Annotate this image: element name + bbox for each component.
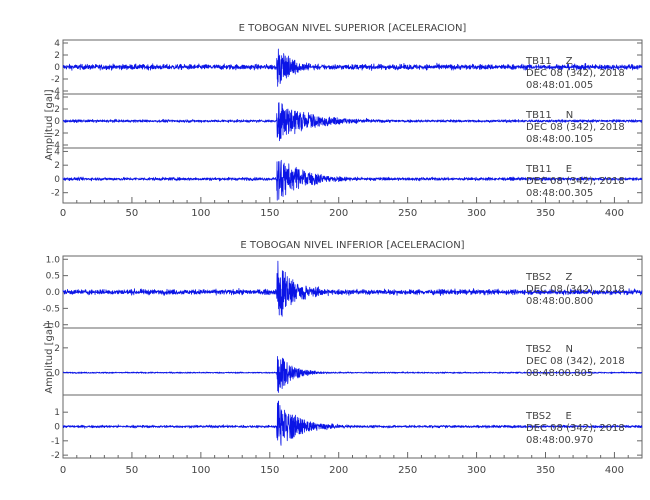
x-tick-label: 100	[191, 465, 210, 476]
x-tick-label: 350	[536, 465, 555, 476]
waveform-trace	[62, 159, 643, 201]
y-tick-label: 4	[54, 147, 60, 157]
y-tick-label: 2	[54, 161, 60, 171]
component-code: N	[566, 110, 573, 121]
station-code: TB11	[525, 110, 552, 121]
station-label: TBS2 N	[525, 344, 573, 355]
y-tick-label: -1	[51, 437, 60, 447]
x-tick-label: 250	[398, 465, 417, 476]
trace-start-time: 08:48:00.805	[526, 368, 593, 379]
trace-start-time: 08:48:00.105	[526, 134, 593, 145]
y-tick-label: 2	[54, 344, 60, 354]
component-code: Z	[566, 272, 573, 283]
y-tick-label: 2	[54, 51, 60, 61]
y-tick-label: 0.0	[46, 288, 61, 298]
chart-title: E TOBOGAN NIVEL SUPERIOR [ACELERACION]	[239, 23, 467, 34]
y-tick-label: 0	[54, 117, 60, 127]
station-code: TBS2	[525, 272, 552, 283]
x-tick-label: 100	[191, 208, 210, 219]
y-tick-label: -1.0	[42, 321, 60, 331]
x-tick-label: 350	[536, 208, 555, 219]
y-tick-label: -0.5	[42, 304, 60, 314]
y-tick-label: 0	[54, 369, 60, 379]
y-tick-label: 2	[54, 105, 60, 115]
trace-start-time: 08:48:00.800	[526, 296, 593, 307]
trace-date: DEC 08 (342), 2018	[526, 176, 625, 187]
x-tick-label: 300	[467, 465, 486, 476]
trace-date: DEC 08 (342), 2018	[526, 356, 625, 367]
y-tick-label: 1	[54, 408, 60, 418]
y-tick-label: 4	[54, 39, 60, 49]
x-tick-label: 200	[329, 465, 348, 476]
station-label: TBS2 Z	[525, 272, 573, 283]
station-label: TB11 Z	[525, 56, 573, 67]
x-tick-label: 250	[398, 208, 417, 219]
x-tick-label: 150	[260, 465, 279, 476]
y-tick-label: 0	[54, 63, 60, 73]
waveform-trace	[62, 400, 643, 446]
chart-upper: E TOBOGAN NIVEL SUPERIOR [ACELERACION] Am…	[44, 23, 643, 219]
y-tick-label: -2	[51, 129, 60, 139]
station-code: TB11	[525, 164, 552, 175]
x-tick-label: 0	[60, 465, 66, 476]
x-tick-label: 200	[329, 208, 348, 219]
x-tick-label: 150	[260, 208, 279, 219]
y-tick-label: -4	[51, 141, 60, 151]
station-label: TBS2 E	[525, 411, 572, 422]
trace-start-time: 08:48:00.305	[526, 188, 593, 199]
chart-lower: E TOBOGAN NIVEL INFERIOR [ACELERACION] Am…	[42, 240, 643, 476]
x-tick-label: 400	[605, 208, 624, 219]
y-tick-label: 0	[54, 423, 60, 433]
y-tick-label: 0.5	[46, 272, 60, 282]
component-code: N	[566, 344, 573, 355]
x-tick-label: 400	[605, 465, 624, 476]
station-code: TB11	[525, 56, 552, 67]
y-tick-label: 0	[54, 175, 60, 185]
y-tick-label: 4	[54, 93, 60, 103]
x-tick-label: 50	[126, 208, 139, 219]
trace-start-time: 08:48:00.970	[526, 435, 593, 446]
x-tick-label: 0	[60, 208, 66, 219]
x-tick-label: 50	[126, 465, 139, 476]
x-tick-label: 300	[467, 208, 486, 219]
trace-start-time: 08:48:01.005	[526, 80, 593, 91]
station-label: TB11 N	[525, 110, 573, 121]
y-tick-label: -2	[51, 75, 60, 85]
trace-date: DEC 08 (342), 2018	[526, 122, 625, 133]
station-code: TBS2	[525, 344, 552, 355]
component-code: E	[566, 411, 572, 422]
trace-date: DEC 08 (342), 2018	[526, 423, 625, 434]
trace-date: DEC 08 (342), 2018	[526, 68, 625, 79]
y-tick-label: -2	[51, 189, 60, 199]
y-tick-label: -2	[51, 451, 60, 461]
waveform-trace	[62, 102, 643, 142]
station-label: TB11 E	[525, 164, 572, 175]
waveform-trace	[62, 260, 643, 317]
y-tick-label: -4	[51, 87, 60, 97]
waveform-trace	[62, 48, 643, 87]
y-axis-label: Amplitud [gal]	[44, 89, 55, 160]
station-code: TBS2	[525, 411, 552, 422]
y-axis-label: Amplitud [gal]	[44, 322, 55, 393]
y-tick-label: 1.0	[46, 255, 61, 265]
component-code: E	[566, 164, 572, 175]
trace-date: DEC 08 (342), 2018	[526, 284, 625, 295]
chart-title: E TOBOGAN NIVEL INFERIOR [ACELERACION]	[240, 240, 464, 251]
component-code: Z	[566, 56, 573, 67]
waveform-trace	[62, 356, 643, 393]
